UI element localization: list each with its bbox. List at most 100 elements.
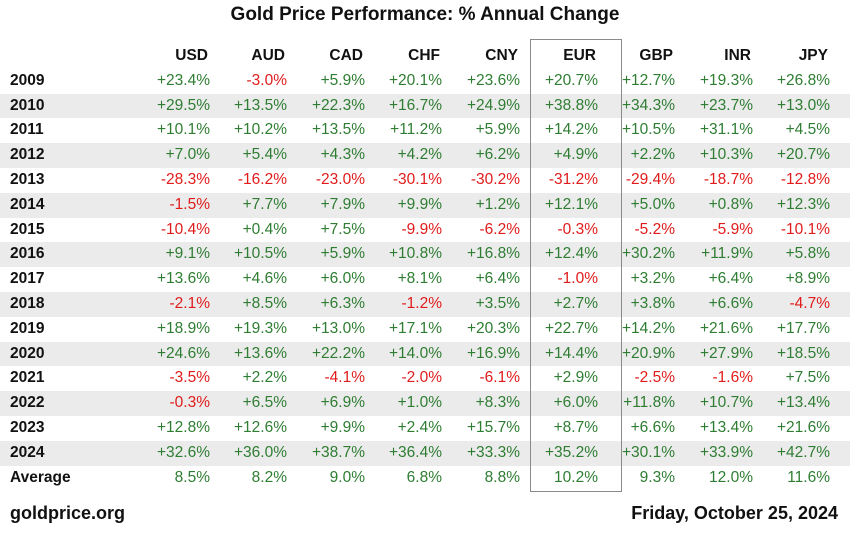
chart-title: Gold Price Performance: % Annual Change bbox=[230, 4, 620, 25]
row-label: 2017 bbox=[10, 270, 45, 288]
value-cell-aud: +0.4% bbox=[242, 220, 287, 238]
value-cell-eur: +12.1% bbox=[544, 195, 598, 213]
value-cell-cny: +16.8% bbox=[466, 245, 520, 263]
value-cell-cad: +22.3% bbox=[311, 96, 365, 114]
value-cell-cny: +33.3% bbox=[466, 443, 520, 461]
value-cell-usd: +12.8% bbox=[156, 419, 210, 436]
value-cell-inr: +23.7% bbox=[699, 96, 753, 114]
value-cell-cad: +13.0% bbox=[311, 319, 365, 337]
value-cell-eur: -0.3% bbox=[557, 220, 599, 238]
value-cell-cny: +8.3% bbox=[475, 394, 520, 412]
row-label: 2019 bbox=[10, 319, 45, 337]
value-cell-chf: +36.4% bbox=[388, 443, 442, 461]
value-cell-eur: +35.2% bbox=[544, 443, 598, 461]
row-label: 2018 bbox=[10, 295, 45, 312]
value-cell-aud: -16.2% bbox=[237, 171, 287, 188]
value-cell-usd: +10.1% bbox=[156, 121, 210, 139]
value-cell-gbp: +30.1% bbox=[621, 443, 675, 461]
value-cell-cny: +15.7% bbox=[466, 419, 520, 436]
table-row-2016: 2016 +9.1% +10.5% +5.9% +10.8% +16.8% +12.4% +3… bbox=[0, 242, 850, 268]
value-cell-cny: +3.5% bbox=[475, 295, 520, 312]
table-row-2012: 2012 +7.0% +5.4% +4.3% +4.2% +6.2% +4.9% +2.2% +… bbox=[0, 143, 850, 168]
value-cell-jpy: -10.1% bbox=[780, 220, 830, 238]
value-cell-inr: +13.4% bbox=[699, 419, 753, 436]
value-cell-jpy: +20.7% bbox=[776, 146, 830, 164]
value-cell-usd: -0.3% bbox=[169, 394, 211, 412]
value-cell-chf: 6.8% bbox=[406, 468, 442, 486]
row-label: 2021 bbox=[10, 369, 45, 387]
column-header-chf: CHF bbox=[408, 47, 440, 64]
value-cell-eur: +8.7% bbox=[553, 419, 598, 436]
value-cell-gbp: -29.4% bbox=[625, 171, 675, 188]
value-cell-inr: +21.6% bbox=[699, 319, 753, 337]
row-label: 2022 bbox=[10, 394, 45, 412]
column-header-inr: INR bbox=[724, 47, 751, 64]
row-label: 2009 bbox=[10, 71, 45, 89]
value-cell-jpy: +4.5% bbox=[785, 121, 830, 139]
value-cell-cny: 8.8% bbox=[484, 468, 520, 486]
table-row-2014: 2014 -1.5% +7.7% +7.9% +9.9% +1.2% +12.1% +5.0%… bbox=[0, 192, 850, 218]
table-row-2024: 2024 +32.6% +36.0% +38.7% +36.4% +33.3% +35.2%… bbox=[0, 440, 850, 466]
value-cell-aud: +36.0% bbox=[233, 443, 287, 461]
value-cell-chf: +1.0% bbox=[397, 394, 442, 412]
value-cell-eur: +2.7% bbox=[553, 295, 598, 312]
value-cell-eur: +2.9% bbox=[553, 369, 598, 387]
value-cell-chf: +4.2% bbox=[397, 146, 442, 164]
value-cell-cad: +6.3% bbox=[320, 295, 365, 312]
value-cell-eur: +4.9% bbox=[553, 146, 598, 164]
value-cell-usd: -28.3% bbox=[160, 171, 210, 188]
value-cell-gbp: +2.2% bbox=[630, 146, 675, 164]
value-cell-chf: -2.0% bbox=[401, 369, 443, 387]
value-cell-gbp: +3.8% bbox=[630, 295, 675, 312]
value-cell-eur: -1.0% bbox=[557, 270, 599, 288]
value-cell-cny: -6.1% bbox=[479, 369, 521, 387]
value-cell-chf: +8.1% bbox=[397, 270, 442, 288]
value-cell-gbp: +20.9% bbox=[621, 344, 675, 362]
row-label: 2013 bbox=[10, 171, 45, 188]
row-label: Average bbox=[10, 468, 71, 486]
value-cell-usd: -1.5% bbox=[169, 195, 211, 213]
value-cell-chf: +9.9% bbox=[397, 195, 442, 213]
value-cell-eur: +6.0% bbox=[553, 394, 598, 412]
value-cell-inr: +11.9% bbox=[701, 245, 753, 263]
value-cell-jpy: +42.7% bbox=[776, 443, 830, 461]
value-cell-eur: +38.8% bbox=[544, 96, 598, 114]
value-cell-inr: +6.4% bbox=[708, 270, 753, 288]
row-label: 2010 bbox=[10, 96, 45, 114]
table-row-2013: 2013 -28.3% -16.2% -23.0% -30.1% -30.2% -31.2%… bbox=[0, 168, 850, 193]
table-row-2020: 2020 +24.6% +13.6% +22.2% +14.0% +16.9% +14.4%… bbox=[0, 341, 850, 367]
value-cell-cad: +6.0% bbox=[320, 270, 365, 288]
value-cell-cny: -6.2% bbox=[479, 220, 521, 238]
table-row-2021: 2021 -3.5% +2.2% -4.1% -2.0% -6.1% +2.9% -2.5% -… bbox=[0, 366, 850, 391]
value-cell-chf: -1.2% bbox=[401, 295, 443, 312]
table-row-2010: 2010 +29.5% +13.5% +22.3% +16.7% +24.9% +38.8%… bbox=[0, 93, 850, 119]
value-cell-jpy: +17.7% bbox=[776, 319, 830, 337]
value-cell-inr: +19.3% bbox=[699, 71, 753, 89]
value-cell-cad: -23.0% bbox=[315, 171, 365, 188]
value-cell-aud: +19.3% bbox=[233, 319, 287, 337]
value-cell-chf: +16.7% bbox=[388, 96, 442, 114]
value-cell-chf: +14.0% bbox=[388, 344, 442, 362]
value-cell-eur: +22.7% bbox=[544, 319, 598, 337]
value-cell-jpy: +5.8% bbox=[785, 245, 830, 263]
value-cell-jpy: -4.7% bbox=[789, 295, 831, 312]
value-cell-aud: +4.6% bbox=[242, 270, 287, 288]
value-cell-chf: +17.1% bbox=[388, 319, 442, 337]
value-cell-usd: +23.4% bbox=[156, 71, 210, 89]
column-header-eur: EUR bbox=[563, 47, 596, 64]
value-cell-inr: +6.6% bbox=[708, 295, 753, 312]
row-label: 2014 bbox=[10, 195, 45, 213]
value-cell-gbp: +10.5% bbox=[621, 121, 675, 139]
row-label: 2020 bbox=[10, 344, 45, 362]
value-cell-jpy: 11.6% bbox=[787, 468, 830, 486]
column-header-cad: CAD bbox=[329, 47, 363, 64]
value-cell-cad: +9.9% bbox=[320, 419, 365, 436]
header-row: USD AUD CAD CHF CNY EUR GBP INR JPY bbox=[0, 44, 850, 69]
value-cell-usd: +13.6% bbox=[156, 270, 210, 288]
value-cell-jpy: +13.0% bbox=[776, 96, 830, 114]
value-cell-usd: -2.1% bbox=[169, 295, 211, 312]
table-row-2019: 2019 +18.9% +19.3% +13.0% +17.1% +20.3% +22.7%… bbox=[0, 317, 850, 342]
value-cell-usd: +18.9% bbox=[156, 319, 210, 337]
value-cell-jpy: -12.8% bbox=[780, 171, 830, 188]
value-cell-cad: +7.9% bbox=[320, 195, 365, 213]
